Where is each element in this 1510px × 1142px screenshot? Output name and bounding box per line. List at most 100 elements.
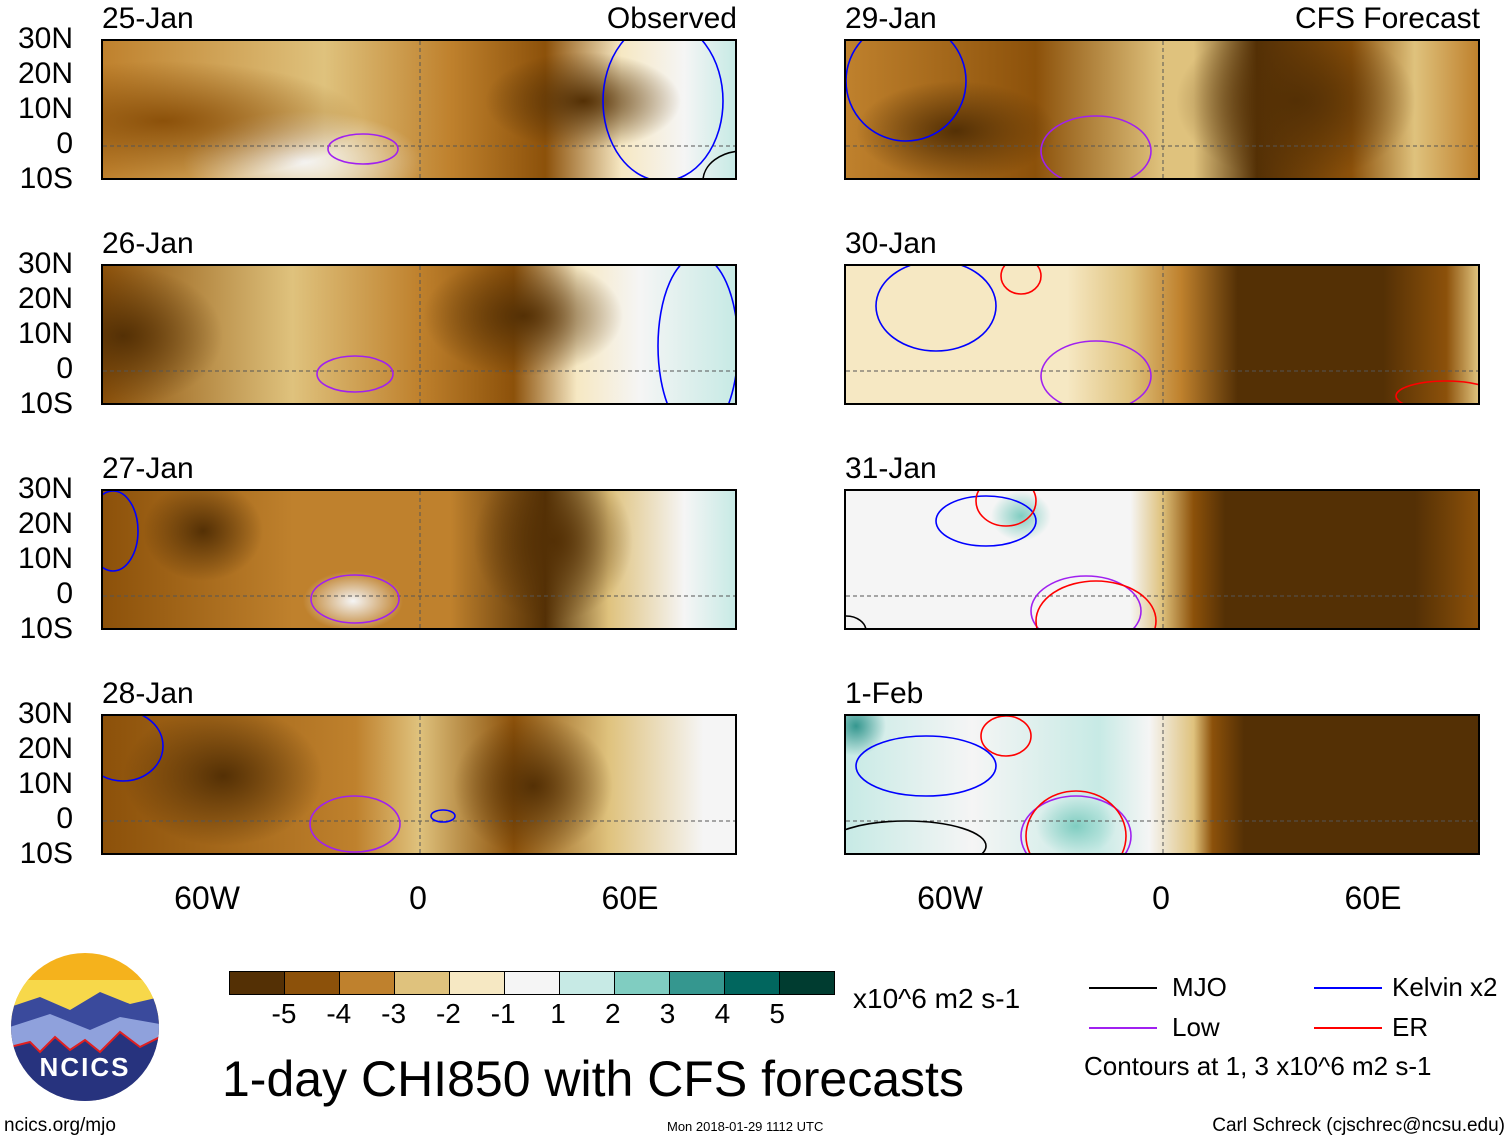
low-contour xyxy=(1030,575,1142,628)
y-tick-label: 20N xyxy=(17,507,73,540)
mjo-contour xyxy=(846,820,987,853)
map-panel-27-Jan xyxy=(101,489,737,630)
x-tick-label: 60W xyxy=(174,880,240,916)
legend-line-mjo xyxy=(1089,987,1157,989)
kelvin-contour xyxy=(430,809,456,823)
kelvin-contour xyxy=(855,735,997,797)
colorbar-swatch xyxy=(285,972,340,994)
colorbar-level: -1 xyxy=(490,998,516,1029)
y-tick-label: 10S xyxy=(19,162,73,195)
y-tick-label: 30N xyxy=(17,247,73,280)
mjo-contour xyxy=(846,615,867,628)
colorbar-swatch xyxy=(505,972,560,994)
low-contour xyxy=(1020,795,1132,853)
colorbar-swatch xyxy=(340,972,395,994)
colorbar-swatch xyxy=(725,972,780,994)
low-contour xyxy=(1040,340,1152,403)
y-tick-label: 20N xyxy=(17,57,73,90)
mjo-contour xyxy=(702,150,735,178)
map-panel-26-Jan xyxy=(101,264,737,405)
kelvin-contour xyxy=(103,491,139,572)
y-tick-label: 0 xyxy=(56,802,73,835)
map-panel-1-Feb xyxy=(844,714,1480,855)
contour-layer xyxy=(103,716,735,853)
colorbar-swatch xyxy=(450,972,505,994)
er-contour xyxy=(1000,266,1042,295)
colorbar-units: x10^6 m2 s-1 xyxy=(853,983,1021,1014)
map-panel-25-Jan xyxy=(101,39,737,180)
column-title: CFS Forecast xyxy=(1294,2,1480,35)
map-panel-28-Jan xyxy=(101,714,737,855)
y-tick-label: 10N xyxy=(17,317,73,350)
colorbar-level: -3 xyxy=(381,998,407,1029)
timestamp: Mon 2018-01-29 1112 UTC xyxy=(667,1119,824,1134)
x-tick-label: 60W xyxy=(917,880,983,916)
er-contour xyxy=(1395,380,1478,403)
kelvin-contour xyxy=(846,41,967,142)
kelvin-contour xyxy=(935,495,1037,547)
colorbar-level: 5 xyxy=(769,998,785,1029)
panel-date: 30-Jan xyxy=(845,227,937,260)
er-contour xyxy=(980,716,1032,757)
colorbar-swatch xyxy=(670,972,725,994)
colorbar-level: 1 xyxy=(550,998,566,1029)
panel-date: 31-Jan xyxy=(845,452,937,485)
y-tick-label: 10N xyxy=(17,92,73,125)
contour-layer xyxy=(846,266,1478,403)
contour-note: Contours at 1, 3 x10^6 m2 s-1 xyxy=(1084,1051,1432,1081)
kelvin-contour xyxy=(103,716,164,782)
contour-layer xyxy=(846,41,1478,178)
colorbar-swatch xyxy=(560,972,615,994)
x-tick-label: 60E xyxy=(601,880,659,916)
y-tick-label: 0 xyxy=(56,352,73,385)
colorbar-swatch xyxy=(780,972,834,994)
er-contour xyxy=(975,491,1037,527)
y-tick-label: 20N xyxy=(17,732,73,765)
y-tick-label: 10S xyxy=(19,387,73,420)
colorbar-swatch xyxy=(230,972,285,994)
panel-date: 29-Jan xyxy=(845,2,937,35)
map-panel-31-Jan xyxy=(844,489,1480,630)
legend-line-er xyxy=(1314,1027,1382,1029)
column-title: Observed xyxy=(606,2,737,35)
panel-date: 25-Jan xyxy=(102,2,194,35)
colorbar-level: 3 xyxy=(659,998,676,1029)
map-panel-29-Jan xyxy=(844,39,1480,180)
legend-line-kelvin xyxy=(1314,987,1382,989)
y-tick-label: 30N xyxy=(17,472,73,505)
contour-layer xyxy=(846,491,1478,628)
y-tick-label: 0 xyxy=(56,127,73,160)
er-contour xyxy=(1025,790,1127,853)
site-link[interactable]: ncics.org/mjo xyxy=(4,1115,116,1136)
panel-date: 28-Jan xyxy=(102,677,194,710)
x-tick-label: 0 xyxy=(409,880,427,916)
colorbar xyxy=(229,971,835,995)
contour-layer xyxy=(103,266,735,403)
panel-date: 1-Feb xyxy=(845,677,924,710)
er-contour xyxy=(1035,580,1157,628)
colorbar-level: 4 xyxy=(714,998,731,1029)
low-contour xyxy=(309,795,401,853)
y-tick-label: 10S xyxy=(19,612,73,645)
low-contour xyxy=(310,574,400,624)
colorbar-level: 2 xyxy=(605,998,621,1029)
y-tick-label: 30N xyxy=(17,697,73,730)
x-tick-label: 60E xyxy=(1344,880,1402,916)
svg-text:NCICS: NCICS xyxy=(40,1052,131,1082)
contour-layer xyxy=(103,491,735,628)
colorbar-level: -5 xyxy=(271,998,297,1029)
kelvin-contour xyxy=(602,41,724,178)
low-contour xyxy=(316,355,394,393)
author: Carl Schreck (cjschrec@ncsu.edu) xyxy=(1212,1115,1505,1136)
map-panel-30-Jan xyxy=(844,264,1480,405)
colorbar-swatch xyxy=(615,972,670,994)
colorbar-level: -4 xyxy=(326,998,352,1029)
y-tick-label: 10N xyxy=(17,542,73,575)
figure-title: 1-day CHI850 with CFS forecasts xyxy=(222,1051,964,1107)
y-tick-label: 30N xyxy=(17,22,73,55)
x-tick-label: 0 xyxy=(1152,880,1170,916)
legend-er: ER xyxy=(1392,1012,1429,1042)
colorbar-level: -2 xyxy=(435,998,461,1029)
kelvin-contour xyxy=(875,266,997,352)
contour-layer xyxy=(103,41,735,178)
